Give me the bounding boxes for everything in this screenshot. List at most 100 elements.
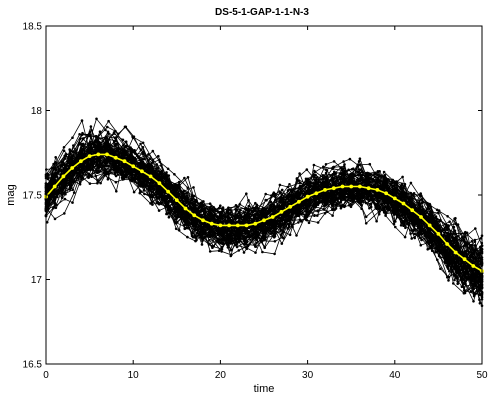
- sample-point: [299, 184, 303, 188]
- sample-point: [143, 177, 146, 181]
- sample-point: [62, 146, 66, 149]
- mean-point: [218, 223, 223, 228]
- sample-point: [200, 243, 204, 246]
- sample-point: [234, 207, 237, 211]
- sample-point: [90, 174, 93, 178]
- sample-point: [360, 173, 363, 177]
- sample-point: [186, 176, 190, 179]
- sample-point: [360, 176, 363, 180]
- sample-point: [452, 282, 455, 285]
- sample-point: [339, 166, 343, 169]
- sample-point: [295, 234, 298, 237]
- sample-point: [208, 202, 212, 205]
- sample-point: [331, 214, 334, 217]
- sample-point: [226, 210, 229, 214]
- sample-point: [86, 164, 90, 167]
- sample-point: [97, 171, 101, 174]
- sample-point: [307, 200, 310, 203]
- sample-point: [394, 212, 397, 215]
- sample-point: [281, 236, 284, 239]
- sample-point: [246, 231, 250, 234]
- sample-point: [385, 195, 388, 198]
- sample-point: [53, 217, 57, 221]
- sample-point: [106, 125, 109, 129]
- sample-point: [343, 163, 346, 166]
- chart-title: DS-5-1-GAP-1-1-N-3: [215, 7, 309, 18]
- sample-point: [281, 213, 285, 217]
- sample-point: [116, 149, 120, 153]
- sample-point: [238, 228, 241, 231]
- sample-point: [316, 209, 320, 212]
- sample-point: [192, 194, 196, 198]
- sample-point: [470, 281, 473, 284]
- sample-point: [194, 239, 197, 243]
- sample-point: [464, 280, 467, 283]
- sample-point: [56, 195, 59, 199]
- sample-point: [176, 215, 179, 219]
- sample-point: [472, 294, 476, 298]
- sample-point: [148, 172, 152, 175]
- sample-point: [426, 236, 430, 239]
- sample-point: [369, 205, 373, 209]
- sample-point: [444, 223, 447, 226]
- sample-point: [410, 237, 414, 240]
- sample-point: [194, 200, 197, 204]
- sample-point: [447, 233, 451, 237]
- sample-point: [151, 160, 155, 164]
- x-tick-label: 50: [476, 370, 488, 381]
- mean-point: [314, 191, 319, 196]
- sample-point: [149, 202, 152, 205]
- sample-point: [234, 204, 238, 207]
- sample-point: [471, 247, 475, 251]
- sample-point: [68, 152, 72, 156]
- sample-point: [217, 206, 221, 210]
- sample-point: [98, 158, 102, 161]
- sample-point: [401, 175, 404, 179]
- sample-point: [166, 179, 169, 183]
- sample-point: [471, 261, 475, 265]
- sample-point: [234, 239, 237, 242]
- sample-point: [403, 222, 406, 226]
- sample-point: [200, 227, 203, 231]
- mean-point: [52, 184, 57, 189]
- sample-point: [227, 233, 231, 237]
- sample-point: [410, 215, 414, 219]
- sample-point: [247, 220, 250, 223]
- sample-point: [209, 215, 212, 218]
- sample-point: [342, 197, 345, 200]
- sample-point: [254, 201, 257, 205]
- sample-point: [286, 227, 290, 230]
- sample-point: [438, 248, 442, 251]
- sample-point: [221, 206, 225, 209]
- sample-point: [288, 217, 291, 221]
- mean-point: [323, 188, 327, 192]
- sample-point: [473, 238, 477, 242]
- sample-point: [305, 168, 309, 171]
- sample-point: [139, 142, 142, 146]
- sample-point: [288, 233, 292, 237]
- sample-point: [230, 253, 233, 257]
- sample-point: [186, 235, 189, 239]
- sample-point: [456, 243, 459, 246]
- sample-point: [71, 136, 74, 139]
- sample-point: [347, 179, 351, 182]
- sample-point: [478, 302, 482, 305]
- sample-point: [332, 160, 336, 163]
- sample-point: [105, 159, 108, 163]
- sample-point: [435, 208, 439, 212]
- mean-point: [349, 184, 354, 189]
- sample-point: [383, 198, 386, 202]
- sample-point: [383, 186, 386, 189]
- sample-point: [88, 149, 91, 152]
- sample-point: [331, 208, 335, 211]
- sample-point: [375, 219, 378, 223]
- sample-point: [289, 200, 292, 203]
- sample-point: [138, 183, 141, 187]
- sample-point: [399, 224, 403, 227]
- sample-point: [107, 119, 110, 123]
- sample-point: [175, 188, 178, 191]
- sample-point: [61, 193, 64, 197]
- sample-point: [382, 207, 386, 210]
- sample-point: [236, 229, 239, 232]
- sample-point: [80, 142, 84, 146]
